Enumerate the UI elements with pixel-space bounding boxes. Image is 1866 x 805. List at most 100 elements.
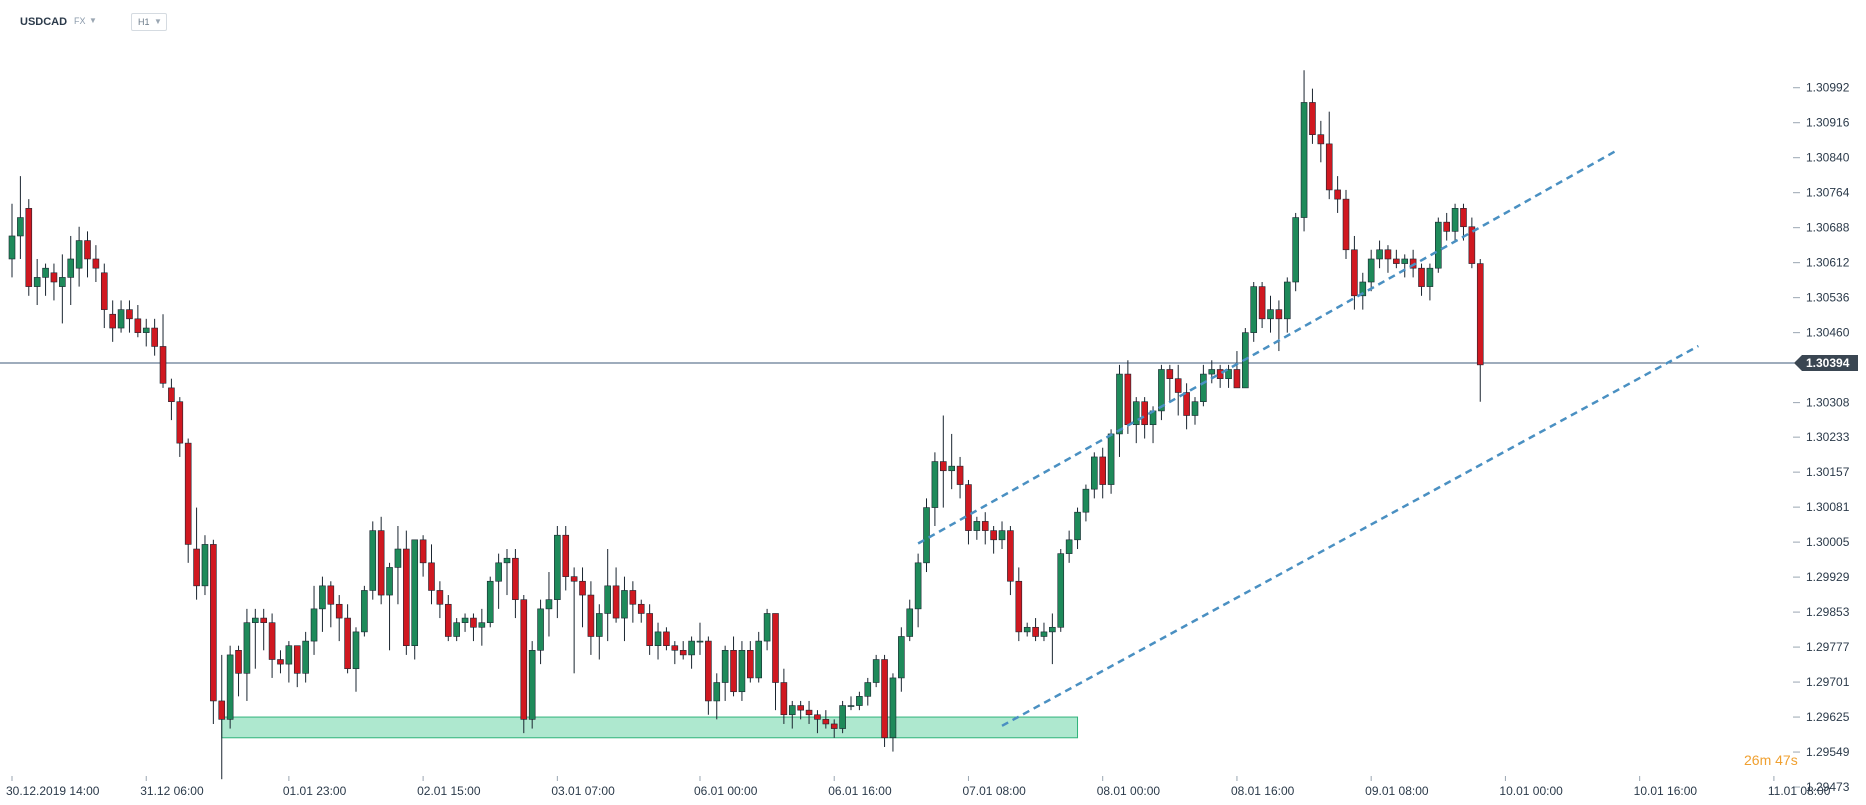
candle[interactable] (730, 636, 737, 697)
candle[interactable] (75, 226, 83, 287)
candle[interactable] (587, 581, 595, 655)
candle[interactable] (226, 645, 234, 729)
candle[interactable] (520, 595, 528, 734)
candle[interactable] (310, 585, 318, 655)
candle[interactable] (428, 544, 435, 605)
candle[interactable] (25, 199, 33, 296)
candle[interactable] (344, 604, 351, 674)
candle[interactable] (923, 498, 930, 573)
candle[interactable] (168, 378, 175, 421)
candle[interactable] (1258, 282, 1266, 329)
candle[interactable] (512, 549, 519, 619)
candle[interactable] (671, 641, 679, 665)
candle[interactable] (755, 631, 763, 683)
candle[interactable] (579, 567, 586, 628)
candle[interactable] (705, 636, 712, 715)
candle[interactable] (293, 645, 301, 688)
candle[interactable] (134, 305, 142, 338)
candle[interactable] (713, 673, 721, 720)
candle[interactable] (361, 585, 368, 637)
candle[interactable] (1443, 212, 1450, 241)
candle[interactable] (151, 318, 158, 356)
candle[interactable] (1292, 212, 1299, 292)
candle[interactable] (1141, 397, 1148, 439)
candle[interactable] (1099, 447, 1106, 499)
candle[interactable] (1191, 397, 1199, 425)
candle[interactable] (604, 549, 611, 642)
candle[interactable] (738, 641, 746, 701)
candle[interactable] (1158, 364, 1165, 421)
candle[interactable] (419, 535, 427, 577)
candle[interactable] (612, 567, 620, 623)
candle[interactable] (1283, 277, 1291, 333)
candle[interactable] (797, 700, 804, 720)
candle[interactable] (369, 521, 377, 600)
candle[interactable] (914, 553, 922, 628)
candle[interactable] (1074, 507, 1081, 550)
candle[interactable] (1174, 364, 1182, 416)
candle[interactable] (654, 622, 662, 660)
candle[interactable] (1325, 111, 1333, 200)
candle[interactable] (1267, 295, 1274, 333)
candle[interactable] (1065, 530, 1073, 563)
candle[interactable] (956, 456, 964, 499)
symbol-label[interactable]: USDCAD (20, 16, 68, 28)
candle[interactable] (864, 677, 872, 706)
candle[interactable] (998, 521, 1006, 550)
candle[interactable] (17, 176, 24, 259)
candle[interactable] (1250, 282, 1258, 342)
candle[interactable] (33, 258, 41, 306)
candle[interactable] (679, 641, 687, 660)
candle[interactable] (1351, 235, 1358, 310)
candle[interactable] (126, 300, 133, 333)
candle[interactable] (201, 535, 209, 596)
candle[interactable] (403, 530, 410, 655)
candle[interactable] (772, 613, 779, 711)
candle[interactable] (646, 604, 653, 655)
candle[interactable] (470, 613, 477, 642)
candle[interactable] (663, 627, 670, 651)
candle[interactable] (847, 696, 855, 711)
candle[interactable] (554, 526, 561, 619)
candle[interactable] (839, 700, 846, 734)
candle[interactable] (1300, 70, 1308, 232)
market-dropdown-icon[interactable]: ▼ (89, 16, 97, 25)
candle[interactable] (1435, 217, 1442, 273)
candle[interactable] (478, 608, 486, 646)
candle[interactable] (117, 300, 125, 333)
candle[interactable] (1023, 622, 1031, 637)
candle[interactable] (1007, 526, 1014, 596)
candle[interactable] (1040, 622, 1048, 642)
candle[interactable] (444, 595, 452, 642)
candle[interactable] (822, 710, 830, 729)
candle[interactable] (1309, 88, 1316, 144)
candle[interactable] (990, 526, 997, 554)
candle[interactable] (1225, 364, 1232, 388)
candle[interactable] (545, 572, 553, 637)
candle[interactable] (411, 539, 419, 660)
candle[interactable] (562, 526, 570, 591)
candle[interactable] (495, 553, 502, 609)
candle[interactable] (1426, 263, 1434, 301)
candle[interactable] (570, 567, 578, 674)
candle[interactable] (981, 512, 989, 545)
candle[interactable] (948, 433, 955, 490)
candle[interactable] (193, 507, 200, 600)
candle[interactable] (319, 576, 326, 632)
candle[interactable] (931, 452, 939, 526)
candle[interactable] (302, 631, 309, 683)
candle[interactable] (252, 608, 259, 669)
candle[interactable] (973, 516, 981, 540)
candle[interactable] (486, 576, 494, 628)
candle[interactable] (92, 245, 100, 282)
candle[interactable] (872, 654, 880, 688)
candle[interactable] (394, 526, 402, 605)
candle[interactable] (184, 438, 192, 563)
candle[interactable] (285, 641, 293, 683)
candle[interactable] (1418, 263, 1425, 296)
candle[interactable] (939, 415, 947, 508)
candle[interactable] (1359, 272, 1367, 310)
candle[interactable] (629, 581, 637, 623)
candle[interactable] (1166, 364, 1174, 402)
candle[interactable] (780, 668, 788, 724)
